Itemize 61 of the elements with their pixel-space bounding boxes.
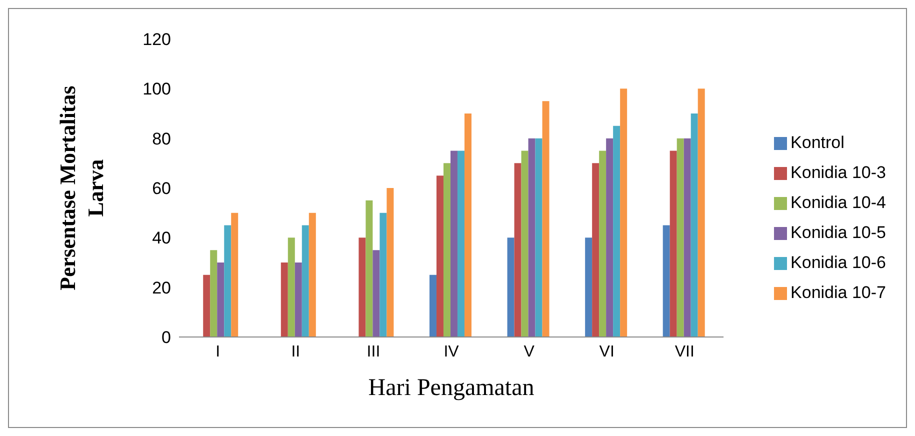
- bar: [429, 274, 436, 337]
- legend-label: Konidia 10-3: [790, 163, 886, 182]
- bar: [280, 262, 288, 337]
- x-tick-label: I: [216, 343, 220, 360]
- bar: [528, 138, 536, 337]
- bar: [684, 138, 691, 337]
- bar: [308, 212, 316, 337]
- bar: [542, 101, 550, 337]
- x-tick-label: IV: [444, 343, 460, 360]
- bar: [358, 238, 366, 337]
- bar: [450, 150, 458, 337]
- y-tick-label: 40: [152, 228, 171, 248]
- y-tick-label: 60: [152, 179, 171, 198]
- legend-label: Kontrol: [790, 133, 844, 152]
- y-tick-label: 80: [152, 129, 171, 148]
- bar: [302, 225, 309, 337]
- bar: [464, 114, 472, 337]
- legend-label: Konidia 10-4: [790, 193, 886, 212]
- bar: [372, 250, 380, 337]
- bar: [514, 163, 522, 337]
- bar: [670, 150, 677, 337]
- bar: [443, 163, 450, 337]
- bar: [507, 238, 514, 337]
- bar: [613, 126, 620, 337]
- x-tick-label: VII: [674, 343, 694, 360]
- bar: [592, 163, 600, 337]
- bar: [386, 188, 394, 337]
- bar: [217, 262, 224, 337]
- bar: [599, 150, 606, 337]
- x-tick-label: VI: [599, 343, 614, 360]
- bar: [535, 138, 542, 337]
- x-tick-label: II: [291, 343, 300, 360]
- bar: [288, 238, 295, 337]
- y-tick-label: 0: [162, 328, 171, 348]
- bar: [366, 200, 373, 337]
- bar: [676, 138, 684, 337]
- x-tick-label: III: [366, 343, 380, 360]
- bar: [231, 212, 238, 337]
- bar: [606, 138, 614, 337]
- bar: [585, 238, 592, 337]
- bar: [620, 88, 628, 337]
- bar: [210, 250, 218, 337]
- y-tick-label: 120: [142, 30, 171, 50]
- legend-label: Konidia 10-7: [790, 283, 886, 302]
- bar: [294, 262, 302, 337]
- bar: [457, 150, 464, 337]
- legend-label: Konidia 10-5: [790, 223, 886, 242]
- x-tick-label: V: [524, 343, 535, 360]
- bar: [698, 88, 705, 337]
- bar: [203, 274, 210, 337]
- legend-label: Konidia 10-6: [790, 253, 886, 272]
- y-axis-title: Persentase Mortalitas Larva: [55, 85, 108, 290]
- y-tick-label: 20: [152, 278, 171, 298]
- bar: [380, 212, 387, 337]
- x-axis-title: Hari Pengamatan: [368, 375, 534, 401]
- bar: [662, 225, 670, 337]
- y-tick-label: 100: [142, 80, 171, 99]
- bar: [224, 225, 232, 337]
- bar: [436, 176, 444, 337]
- bar: [521, 150, 528, 337]
- bar: [690, 114, 698, 337]
